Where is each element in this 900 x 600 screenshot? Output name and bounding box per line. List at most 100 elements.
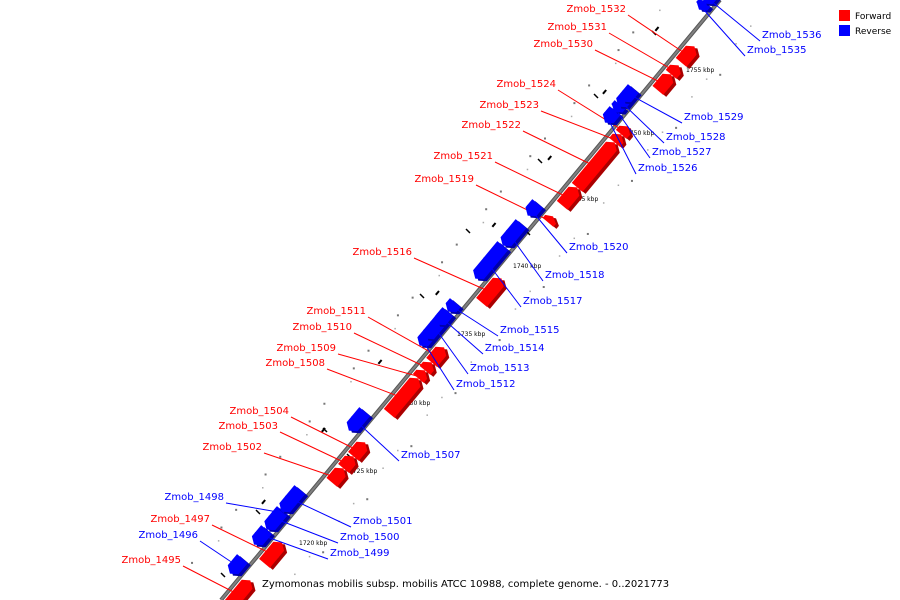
gene-leader-line: [622, 90, 683, 124]
gene-feature-zmob-1501[interactable]: Zmob_1501: [279, 485, 413, 528]
scale-tick-label: 1745 kbp: [570, 196, 598, 203]
gene-arrow: [338, 455, 356, 473]
gene-label[interactable]: Zmob_1509: [276, 343, 336, 354]
gene-label[interactable]: Zmob_1511: [306, 306, 366, 317]
gene-label[interactable]: Zmob_1500: [340, 532, 400, 543]
scale-tick-mark: [261, 499, 266, 505]
gene-label[interactable]: Zmob_1501: [353, 516, 413, 527]
track-dot: [366, 498, 369, 501]
gene-label[interactable]: Zmob_1495: [121, 555, 181, 566]
gene-label[interactable]: Zmob_1503: [218, 421, 278, 432]
gene-feature-zmob-1524[interactable]: Zmob_1524: [496, 79, 634, 141]
gene-label[interactable]: Zmob_1518: [545, 270, 605, 281]
gene-label[interactable]: Zmob_1515: [500, 325, 560, 336]
gene-leader-line: [494, 161, 576, 202]
track-dot: [426, 414, 428, 416]
gene-leader-line: [263, 452, 344, 481]
gene-label[interactable]: Zmob_1508: [265, 358, 325, 369]
gene-feature-zmob-1526[interactable]: Zmob_1526: [602, 106, 698, 175]
gene-feature-zmob-1514[interactable]: Zmob_1514: [434, 307, 545, 355]
gene-feature-zmob-1521[interactable]: Zmob_1521: [433, 151, 583, 212]
legend-swatch-forward: [839, 10, 850, 21]
track-dot: [454, 392, 457, 395]
gene-feature-zmob-1532[interactable]: Zmob_1532: [566, 4, 700, 69]
track-dot: [382, 467, 384, 469]
gene-feature-zmob-1499[interactable]: Zmob_1499: [251, 525, 390, 560]
gene-feature-zmob-1516[interactable]: Zmob_1516: [352, 247, 507, 309]
gene-feature-zmob-1531[interactable]: Zmob_1531: [547, 22, 684, 81]
gene-feature-zmob-1495[interactable]: Zmob_1495: [121, 555, 256, 600]
gene-label[interactable]: Zmob_1510: [292, 322, 352, 333]
gene-feature-zmob-1515[interactable]: Zmob_1515: [445, 298, 560, 337]
gene-label[interactable]: Zmob_1499: [330, 548, 390, 559]
gene-leader-line: [367, 316, 444, 360]
gene-feature-zmob-1509[interactable]: Zmob_1509: [276, 343, 431, 385]
gene-feature-zmob-1497[interactable]: Zmob_1497: [150, 514, 288, 570]
gene-label[interactable]: Zmob_1523: [479, 100, 539, 111]
gene-label[interactable]: Zmob_1507: [401, 450, 461, 461]
gene-feature-zmob-1504[interactable]: Zmob_1504: [229, 406, 371, 463]
gene-feature-zmob-1529[interactable]: Zmob_1529: [620, 84, 744, 124]
gene-label[interactable]: Zmob_1535: [747, 45, 807, 56]
gene-feature-zmob-1500[interactable]: Zmob_1500: [264, 507, 400, 544]
gene-label[interactable]: Zmob_1530: [533, 39, 593, 50]
gene-feature-zmob-1520[interactable]: Zmob_1520: [525, 199, 629, 254]
gene-feature-zmob-1536[interactable]: Zmob_1536: [702, 0, 822, 42]
gene-feature-zmob-1510[interactable]: Zmob_1510: [292, 322, 437, 377]
gene-label[interactable]: Zmob_1502: [202, 442, 262, 453]
gene-label[interactable]: Zmob_1496: [138, 530, 198, 541]
gene-label[interactable]: Zmob_1521: [433, 151, 493, 162]
gene-label[interactable]: Zmob_1536: [762, 30, 822, 41]
gene-leader-line: [225, 502, 273, 512]
track-dot: [438, 274, 440, 277]
gene-label[interactable]: Zmob_1497: [150, 514, 210, 525]
gene-arrow: [602, 106, 621, 124]
gene-label[interactable]: Zmob_1520: [569, 242, 629, 253]
gene-label[interactable]: Zmob_1504: [229, 406, 289, 417]
gene-feature-zmob-1496[interactable]: Zmob_1496: [138, 530, 251, 577]
gene-leader-line: [326, 368, 410, 401]
track-dot: [558, 255, 561, 257]
gene-feature-zmob-1502[interactable]: Zmob_1502: [202, 442, 349, 489]
gene-feature-zmob-1535[interactable]: Zmob_1535: [696, 0, 807, 57]
gene-feature-zmob-1530[interactable]: Zmob_1530: [533, 39, 677, 97]
track-dot: [529, 155, 532, 158]
gene-feature-zmob-1523[interactable]: Zmob_1523: [479, 100, 627, 149]
gene-arrow: [476, 277, 504, 307]
gene-leader-line: [709, 0, 761, 42]
gene-label[interactable]: Zmob_1516: [352, 247, 412, 258]
track-dot: [411, 296, 414, 299]
gene-label[interactable]: Zmob_1512: [456, 379, 516, 390]
gene-feature-zmob-1517[interactable]: Zmob_1517: [473, 241, 583, 308]
track-dot: [543, 137, 546, 140]
gene-label[interactable]: Zmob_1519: [414, 174, 474, 185]
gene-label[interactable]: Zmob_1498: [164, 492, 224, 503]
gene-feature-zmob-1522[interactable]: Zmob_1522: [461, 120, 620, 194]
gene-arrow: [419, 361, 434, 375]
gene-label[interactable]: Zmob_1529: [684, 112, 744, 123]
gene-label[interactable]: Zmob_1514: [485, 343, 545, 354]
gene-label[interactable]: Zmob_1526: [638, 163, 698, 174]
gene-arrow: [227, 554, 248, 575]
track-dot: [396, 314, 399, 317]
gene-label[interactable]: Zmob_1524: [496, 79, 556, 90]
gene-feature-zmob-1507[interactable]: Zmob_1507: [346, 407, 461, 462]
gene-label[interactable]: Zmob_1527: [652, 147, 712, 158]
gene-feature-zmob-1511[interactable]: Zmob_1511: [306, 306, 450, 369]
gene-leader-line: [557, 89, 631, 136]
gene-label[interactable]: Zmob_1517: [523, 296, 583, 307]
gene-label[interactable]: Zmob_1532: [566, 4, 626, 15]
track-dot: [573, 102, 576, 105]
gene-label[interactable]: Zmob_1513: [470, 363, 530, 374]
gene-arrow: [675, 45, 697, 67]
track-dot: [352, 502, 355, 505]
gene-label[interactable]: Zmob_1528: [666, 132, 726, 143]
gene-label[interactable]: Zmob_1531: [547, 22, 607, 33]
gene-feature-zmob-1508[interactable]: Zmob_1508: [265, 358, 424, 420]
gene-feature-zmob-1518[interactable]: Zmob_1518: [500, 219, 605, 282]
gene-label[interactable]: Zmob_1522: [461, 120, 521, 131]
gene-feature-zmob-1503[interactable]: Zmob_1503: [218, 421, 359, 475]
legend-label-forward: Forward: [855, 12, 891, 22]
gene-leader-line: [696, 1, 746, 57]
gene-feature-zmob-1519[interactable]: Zmob_1519: [414, 174, 559, 229]
